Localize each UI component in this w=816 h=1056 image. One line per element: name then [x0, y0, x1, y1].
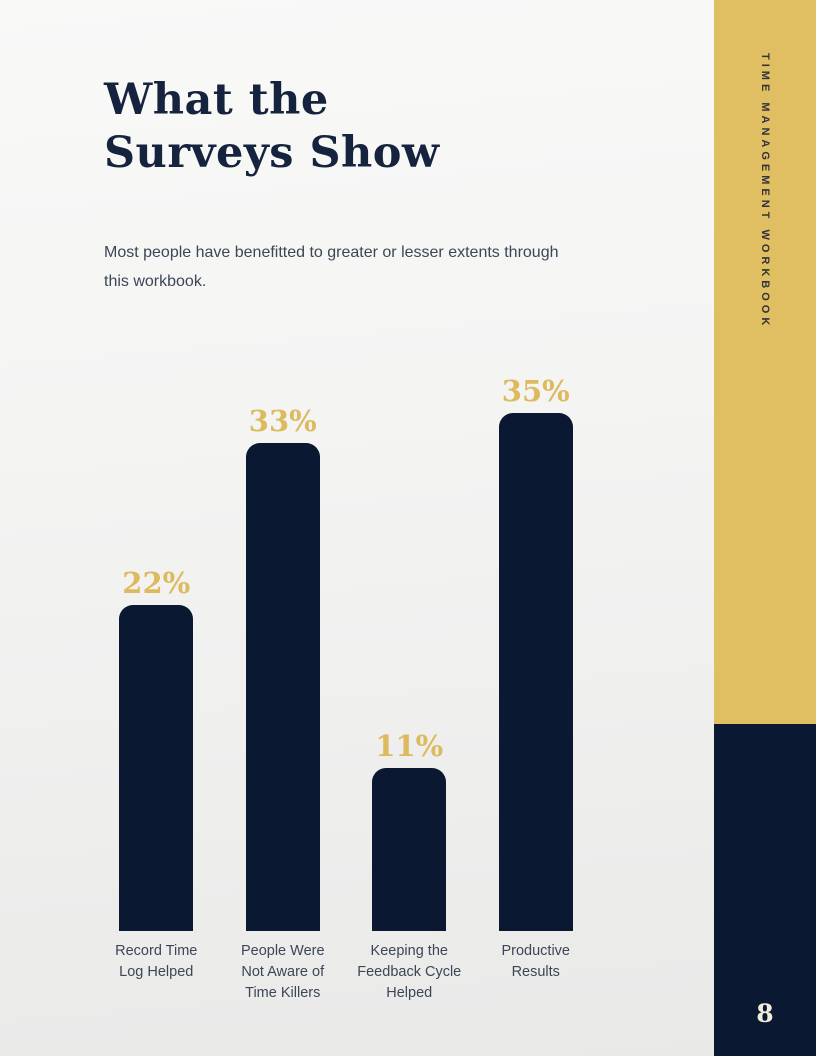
bar-value-label: 22% — [122, 566, 191, 600]
bar-feedback-cycle — [372, 768, 447, 931]
page-title-line-1: What the — [104, 75, 329, 125]
category-label-line: Productive — [501, 943, 570, 959]
category-label-feedback-cycle: Keeping the Feedback Cycle Helped — [346, 941, 473, 1004]
bar-value-label: 33% — [248, 404, 317, 438]
bar-productive-results — [498, 413, 573, 931]
bar-record-time — [119, 605, 194, 931]
category-label-productive-results: Productive Results — [473, 941, 600, 1004]
chart-column-record-time: 22% — [93, 371, 220, 931]
page-number: 8 — [756, 999, 774, 1028]
category-label-line: People Were — [240, 943, 325, 959]
category-label-line: Not Aware of — [241, 964, 325, 980]
sidebar-accent-panel: TIME MANAGEMENT WORKBOOK — [714, 0, 816, 724]
chart-column-feedback-cycle: 11% — [346, 371, 473, 931]
category-label-record-time: Record Time Log Helped — [93, 941, 220, 1004]
page-title: What the Surveys Show — [104, 74, 440, 180]
bar-chart: 22% 33% 11% 35% — [93, 371, 599, 931]
intro-paragraph: Most people have benefitted to greater o… — [104, 244, 559, 290]
category-label-line: Record Time — [115, 943, 198, 959]
bar-time-killers — [245, 443, 320, 931]
chart-column-productive-results: 35% — [473, 371, 600, 931]
page-title-line-2: Surveys Show — [104, 128, 440, 178]
category-label-line: Time Killers — [245, 985, 321, 1001]
chart-column-time-killers: 33% — [220, 371, 347, 931]
category-label-time-killers: People Were Not Aware of Time Killers — [220, 941, 347, 1004]
right-sidebar: TIME MANAGEMENT WORKBOOK 8 — [714, 0, 816, 1056]
category-label-line: Results — [511, 964, 560, 980]
bar-value-label: 35% — [501, 374, 570, 408]
sidebar-footer-panel: 8 — [714, 724, 816, 1056]
bar-value-label: 11% — [375, 729, 444, 763]
category-label-line: Log Helped — [119, 964, 194, 980]
category-label-line: Keeping the — [370, 943, 448, 959]
category-label-line: Feedback Cycle — [357, 964, 462, 980]
sidebar-vertical-title: TIME MANAGEMENT WORKBOOK — [759, 53, 771, 330]
bar-category-labels: Record Time Log Helped People Were Not A… — [93, 941, 599, 1004]
category-label-line: Helped — [386, 985, 433, 1001]
